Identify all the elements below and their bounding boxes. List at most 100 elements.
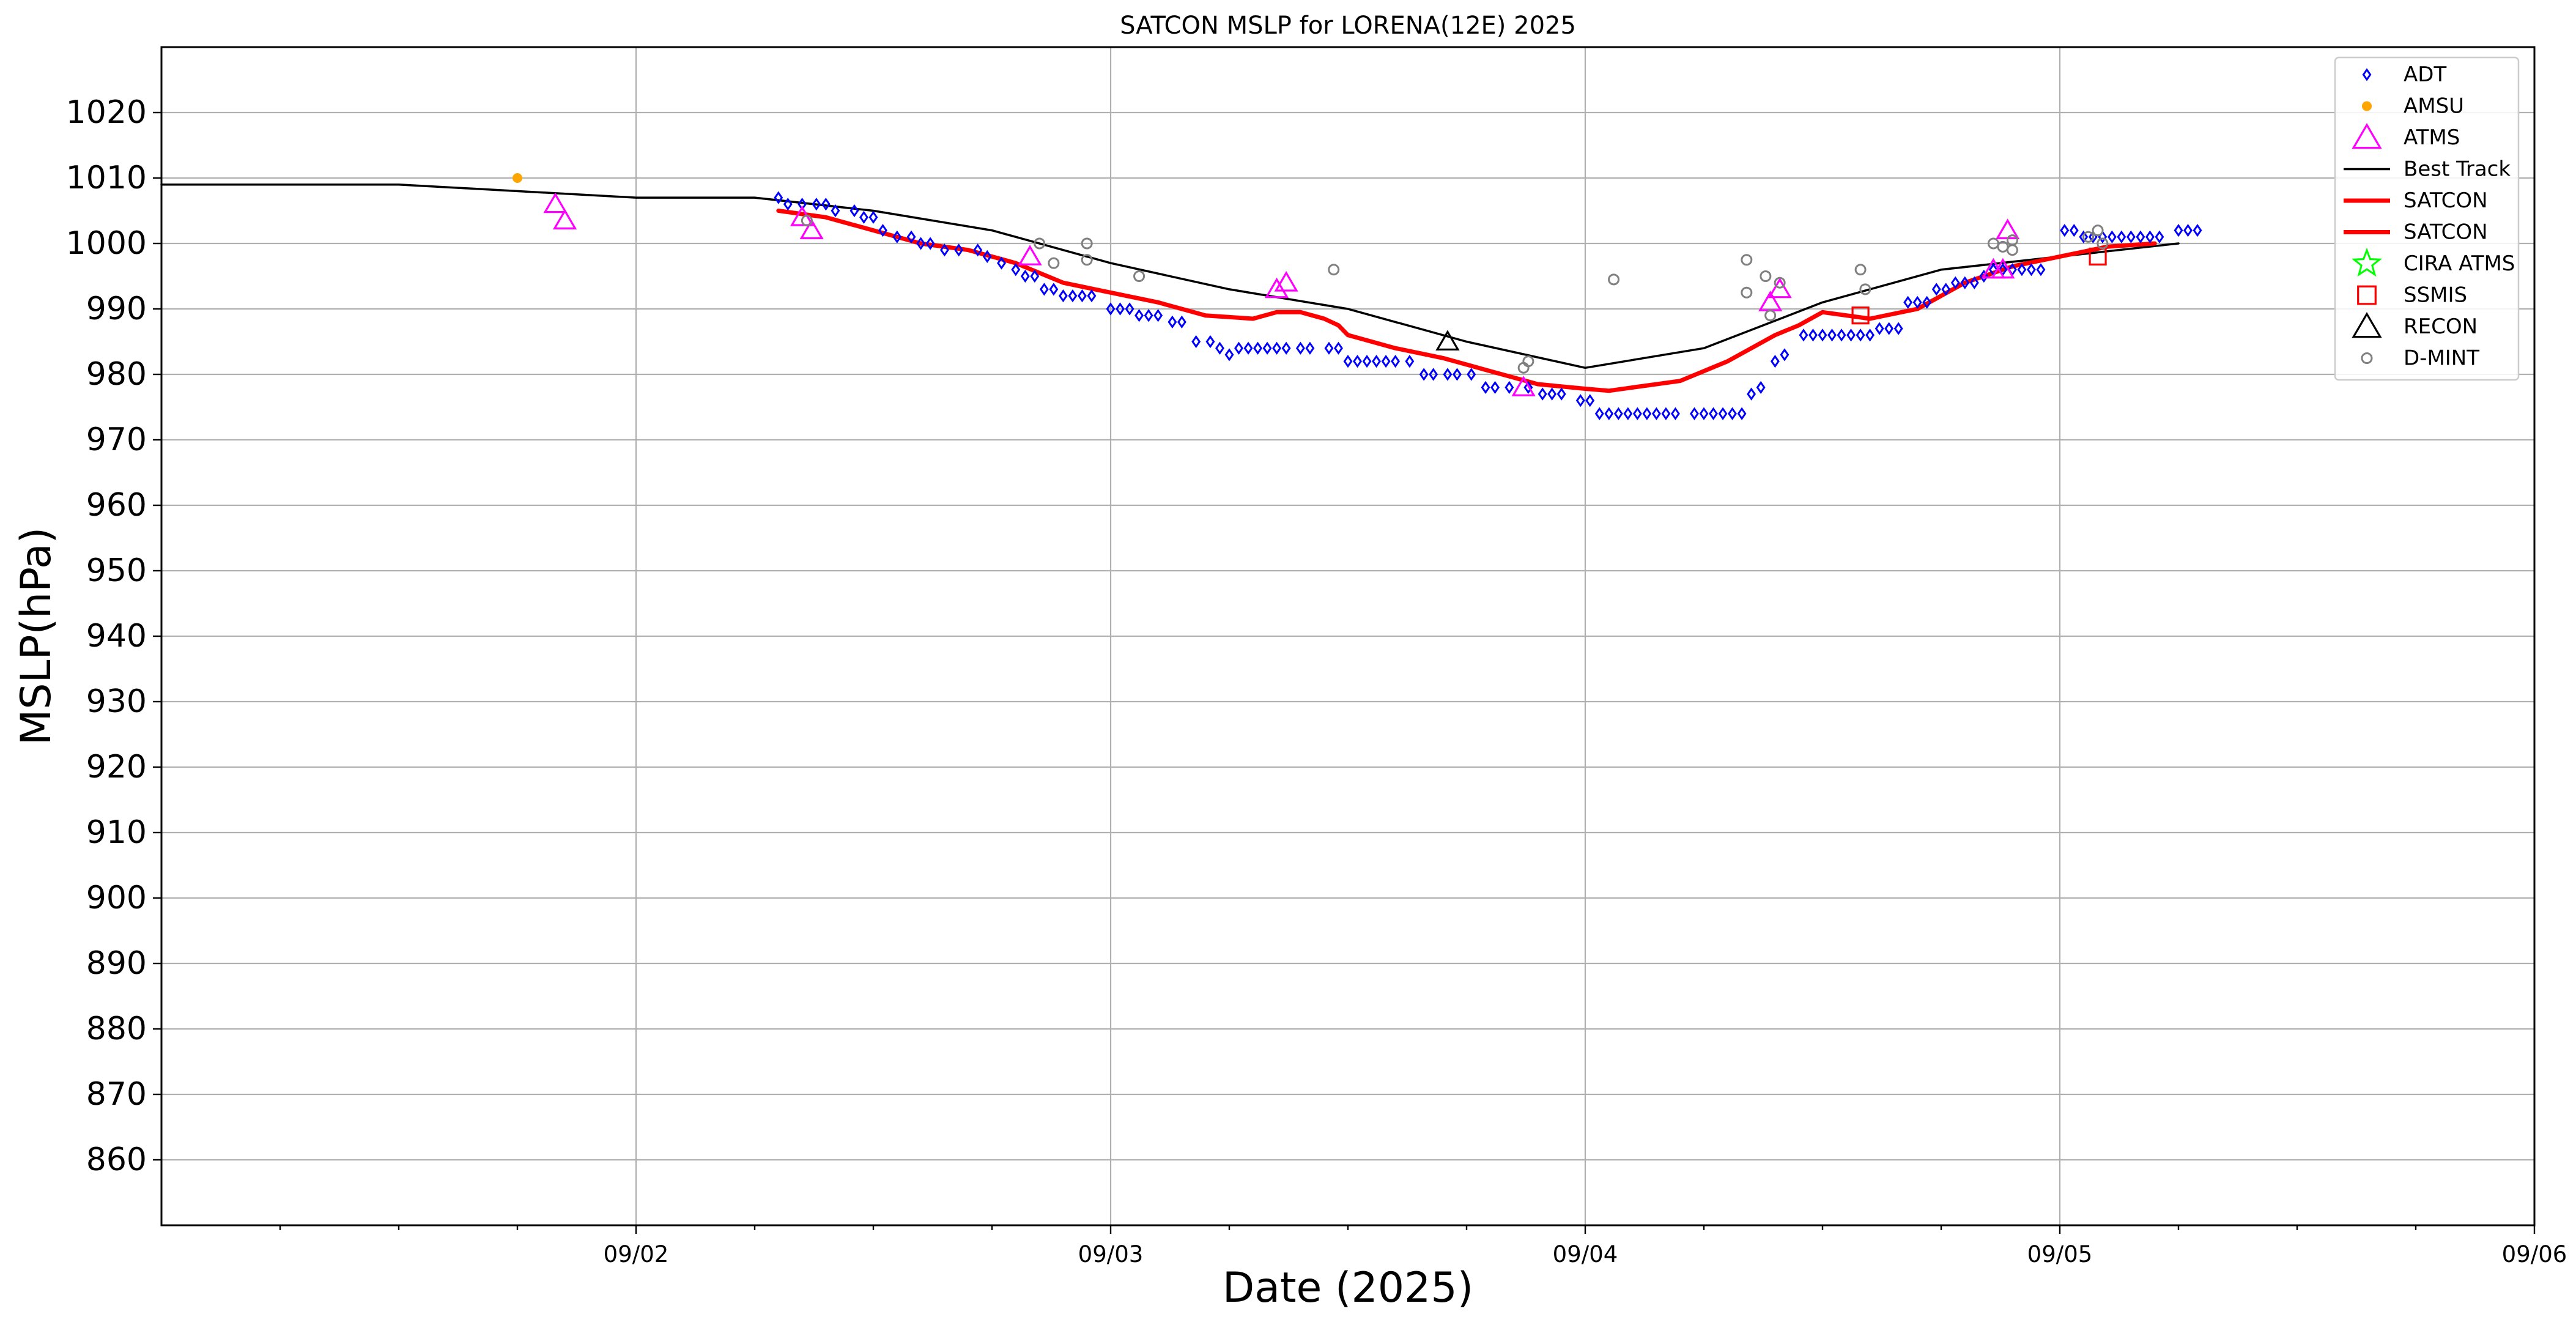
legend-recon-label: RECON	[2404, 314, 2478, 339]
adt-point	[1125, 302, 1134, 316]
y-tick-label: 920	[86, 749, 147, 785]
adt-point	[1699, 407, 1709, 420]
d-mint-point	[1081, 254, 1093, 266]
adt-point	[1856, 328, 1865, 342]
adt-point	[1979, 269, 1989, 283]
adt-point	[1453, 368, 1462, 381]
adt-point	[2079, 230, 2089, 243]
scatter-markers	[513, 173, 2202, 420]
d-mint-point	[1133, 270, 1146, 282]
y-tick-label: 1020	[66, 94, 147, 131]
axis-ticks: 860 870 880 890 900 910 920 930 940 950 960 970 980 9…	[66, 94, 2567, 1267]
adt-point	[1931, 283, 1941, 296]
y-tick-label: 860	[86, 1141, 147, 1178]
d-mint-point	[1522, 355, 1534, 368]
ssmis-point	[1851, 306, 1870, 325]
adt-point	[2069, 223, 2079, 237]
atms-point	[1265, 277, 1289, 299]
adt-point	[1106, 302, 1116, 316]
adt-point	[1068, 289, 1078, 303]
adt-point	[1623, 407, 1633, 420]
atms-point	[799, 218, 824, 239]
adt-point	[1205, 335, 1215, 349]
d-mint-point	[2097, 237, 2109, 250]
adt-point	[1087, 289, 1097, 303]
x-axis-label: Date (2025)	[1223, 1264, 1473, 1312]
d-mint-point	[1034, 237, 1046, 250]
adt-point	[1324, 341, 1334, 355]
adt-point	[1505, 380, 1514, 395]
adt-point	[997, 256, 1006, 270]
d-mint-point	[1741, 286, 1753, 299]
adt-point	[1372, 354, 1381, 368]
legend-amsu-swatch	[2362, 101, 2372, 111]
adt-point	[2107, 230, 2117, 243]
atms-point	[1018, 245, 1042, 265]
adt-point	[1651, 407, 1661, 420]
adt-point	[849, 204, 859, 218]
legend-cira-atms-swatch	[2352, 247, 2382, 277]
y-tick-label: 970	[86, 421, 147, 458]
adt-point	[1405, 354, 1415, 368]
adt-point	[831, 204, 840, 218]
adt-point	[2117, 230, 2126, 243]
satcon-series	[776, 209, 2157, 393]
adt-point	[939, 243, 949, 257]
adt-point	[1728, 407, 1737, 420]
adt-point	[1594, 407, 1604, 420]
adt-point	[1490, 380, 1500, 395]
adt-point	[2017, 263, 2027, 277]
y-tick-label: 890	[86, 945, 147, 982]
adt-point	[1718, 407, 1728, 420]
adt-point	[982, 250, 992, 264]
y-tick-label: 1000	[66, 225, 147, 262]
adt-point	[1756, 380, 1766, 395]
adt-point	[2027, 263, 2036, 277]
d-mint-point	[801, 215, 813, 227]
atms-point	[1991, 258, 2015, 279]
adt-point	[1875, 322, 1884, 335]
adt-point	[1556, 387, 1566, 401]
adt-point	[1272, 341, 1282, 355]
legend-satcon-label: SATCON	[2404, 188, 2488, 213]
adt-point	[1153, 309, 1163, 322]
adt-point	[1305, 341, 1315, 355]
adt-point	[2036, 263, 2046, 277]
adt-point	[1030, 269, 1040, 283]
y-tick-label: 900	[86, 880, 147, 916]
adt-point	[1049, 283, 1059, 296]
adt-point	[1818, 328, 1827, 342]
d-mint-point	[1859, 283, 1871, 295]
adt-point	[1353, 354, 1362, 368]
adt-point	[1575, 394, 1585, 407]
y-tick-label: 930	[86, 683, 147, 720]
legend-best-track-label: Best Track	[2404, 157, 2511, 182]
x-tick-label: 09/06	[2502, 1241, 2567, 1267]
legend-atms-swatch	[2352, 123, 2382, 149]
adt-point	[2183, 223, 2193, 237]
best-track-series	[160, 183, 2180, 369]
d-mint-point	[1741, 254, 1753, 266]
adt-point	[1960, 276, 1970, 289]
adt-point	[1011, 263, 1021, 277]
adt-point	[1020, 269, 1030, 283]
adt-point	[1078, 289, 1087, 303]
chart-title: SATCON MSLP for LORENA(12E) 2025	[1120, 12, 1576, 40]
d-mint-point	[1774, 277, 1786, 289]
adt-point	[1837, 328, 1846, 342]
recon-point	[1435, 330, 1460, 351]
y-tick-label: 910	[86, 814, 147, 851]
adt-point	[1808, 328, 1818, 342]
d-mint-point	[1328, 264, 1340, 276]
atms-point	[553, 209, 577, 229]
adt-point	[1538, 387, 1547, 401]
adt-point	[1661, 407, 1671, 420]
adt-point	[1523, 380, 1533, 395]
adt-point	[1116, 302, 1125, 316]
adt-point	[1144, 309, 1153, 322]
adt-point	[812, 198, 821, 211]
d-mint-point	[1854, 264, 1867, 276]
adt-point	[1950, 276, 1960, 289]
atms-point	[1511, 376, 1536, 396]
adt-point	[1737, 407, 1747, 420]
